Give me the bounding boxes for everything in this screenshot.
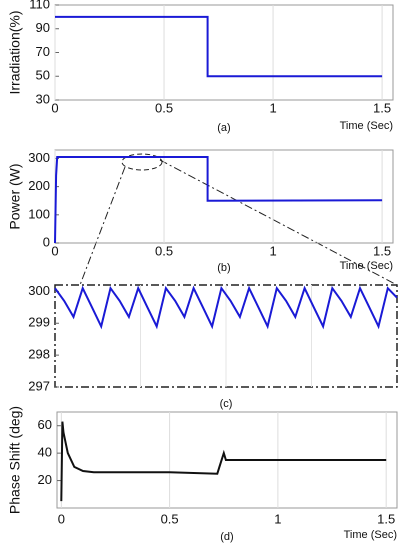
y-tick-label: 299 [28, 315, 50, 330]
x-tick-label: 0.5 [155, 243, 173, 258]
panel-caption: (c) [220, 398, 233, 410]
x-tick-label: 1.5 [377, 511, 395, 526]
x-axis-label: Time (Sec) [340, 260, 393, 272]
y-tick-label: 110 [29, 0, 50, 11]
x-axis-label: Time (Sec) [344, 529, 397, 541]
zoom-ellipse [121, 153, 163, 171]
data-line [55, 15, 383, 78]
x-tick-label: 1.5 [373, 100, 391, 115]
y-axis-label: Power (W) [7, 163, 23, 229]
x-tick-label: 0.5 [155, 100, 173, 115]
panel-caption: (b) [217, 262, 230, 274]
plot-frame [54, 4, 394, 101]
x-tick-label: 0 [51, 243, 58, 258]
y-tick-label: 60 [38, 417, 52, 432]
y-tick-label: 298 [28, 347, 50, 362]
y-tick-label: 200 [28, 178, 50, 193]
y-tick-label: 0 [43, 234, 50, 249]
x-tick-label: 0.5 [161, 511, 179, 526]
x-tick-label: 0 [58, 511, 65, 526]
y-tick-label: 100 [28, 206, 50, 221]
plot-frame [56, 411, 398, 509]
plot-frame [54, 149, 394, 244]
y-tick-label: 50 [36, 68, 50, 83]
data-line [60, 421, 387, 502]
x-tick-label: 1.5 [373, 243, 391, 258]
y-tick-label: 20 [38, 472, 52, 487]
x-tick-label: 1 [269, 100, 276, 115]
y-tick-label: 300 [28, 283, 50, 298]
x-tick-label: 0 [51, 100, 58, 115]
y-tick-label: 30 [36, 91, 50, 106]
zoom-line [79, 166, 126, 286]
y-axis-label: Irradiation(%) [7, 10, 23, 94]
data-line [54, 156, 383, 244]
y-axis-label: Phase Shift (deg) [7, 406, 23, 514]
y-tick-label: 300 [28, 150, 50, 165]
x-tick-label: 1 [269, 243, 276, 258]
panel-caption: (d) [220, 531, 233, 543]
zoom-line [159, 159, 398, 286]
y-tick-label: 90 [36, 20, 50, 35]
panel-caption: (a) [217, 122, 230, 134]
y-tick-label: 70 [36, 44, 50, 59]
y-tick-label: 40 [38, 445, 52, 460]
x-axis-label: Time (Sec) [340, 120, 393, 132]
x-tick-label: 1 [274, 511, 281, 526]
y-tick-label: 297 [28, 378, 50, 393]
data-line [54, 285, 398, 330]
